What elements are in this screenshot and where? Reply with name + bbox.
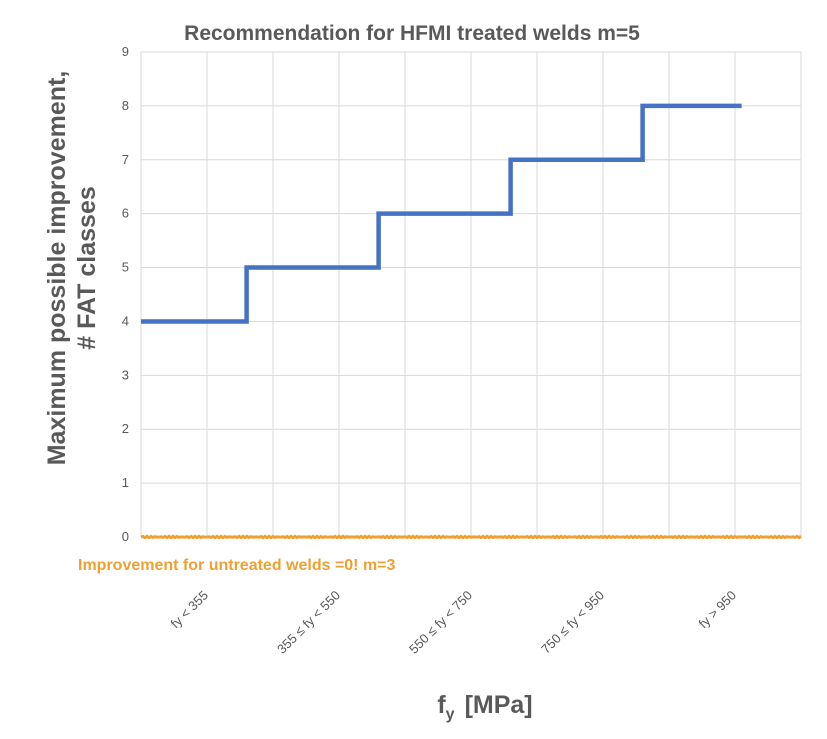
- series-layer: [140, 103, 802, 540]
- x-axis-label-sub: y: [446, 706, 455, 723]
- annotation-untreated: Improvement for untreated welds =0! m=3: [78, 557, 396, 574]
- y-axis-label-line-2: # FAT classes: [73, 186, 101, 350]
- y-tick-label: 4: [122, 313, 129, 328]
- chart-title: Recommendation for HFMI treated welds m=…: [184, 22, 640, 45]
- x-tick-label: fy > 950: [696, 588, 740, 632]
- y-tick-label: 8: [122, 98, 129, 113]
- x-axis-label-unit: [MPa]: [465, 691, 533, 719]
- series-hfmi-step-line: [141, 103, 742, 324]
- x-axis-ticks: fy < 355 355 ≤ fy < 550 550 ≤ fy < 750 750 …: [168, 588, 740, 657]
- y-axis-label-line-1: Maximum possible improvement,: [43, 71, 71, 466]
- y-tick-label: 3: [122, 367, 129, 382]
- x-axis-label: fy [MPa]: [437, 691, 532, 723]
- x-axis-label-main: f: [437, 691, 446, 719]
- y-tick-label: 9: [122, 44, 129, 59]
- y-tick-label: 6: [122, 206, 129, 221]
- x-tick-label: 355 ≤ fy < 550: [274, 588, 343, 657]
- y-tick-label: 0: [122, 529, 129, 544]
- y-axis-ticks: 0 1 2 3 4 5 6 7 8 9: [122, 44, 129, 544]
- y-axis-label: Maximum possible improvement, # FAT clas…: [43, 71, 101, 466]
- x-tick-label: 550 ≤ fy < 750: [406, 588, 475, 657]
- y-tick-label: 2: [122, 421, 129, 436]
- x-tick-label: 750 ≤ fy < 950: [538, 588, 607, 657]
- y-tick-label: 7: [122, 152, 129, 167]
- gridlines: [140, 51, 802, 538]
- y-tick-label: 5: [122, 260, 129, 275]
- y-tick-label: 1: [122, 475, 129, 490]
- x-tick-label: fy < 355: [168, 588, 212, 632]
- series-untreated-line: [140, 534, 802, 540]
